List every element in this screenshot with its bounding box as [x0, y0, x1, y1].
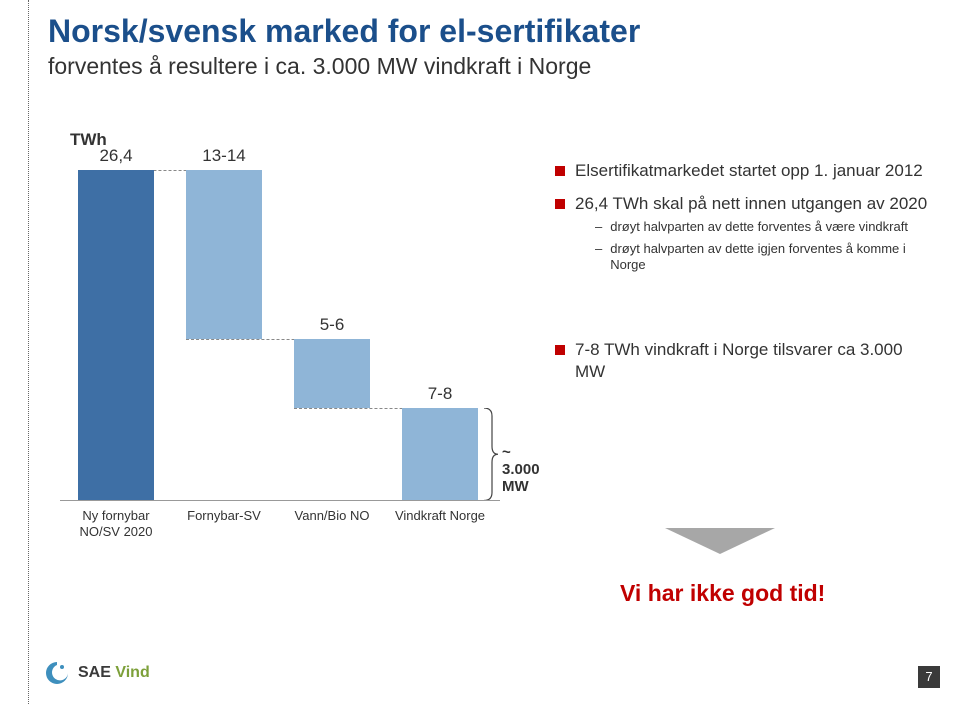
sub-bullet-item: – drøyt halvparten av dette igjen forven… [595, 241, 935, 274]
dash-icon: – [595, 241, 602, 274]
chart-bar: 13-14 [186, 170, 262, 339]
page-number: 7 [918, 666, 940, 688]
sub-bullet-list: – drøyt halvparten av dette forventes å … [595, 219, 935, 274]
chart-category-label: Vann/Bio NO [277, 508, 387, 524]
bullet-icon [555, 166, 565, 176]
bullet-item: 26,4 TWh skal på nett innen utgangen av … [555, 193, 935, 279]
brand-name: SAE Vind [78, 664, 150, 682]
chart-category-label: Ny fornybarNO/SV 2020 [61, 508, 171, 539]
sub-bullet-text: drøyt halvparten av dette forventes å væ… [610, 219, 908, 235]
brand-part2: Vind [115, 664, 149, 681]
waterfall-chart: TWh 26,413-145-67-8Ny fornybarNO/SV 2020… [60, 130, 520, 560]
sub-bullet-item: – drøyt halvparten av dette forventes å … [595, 219, 935, 235]
bracket-label: ~ 3.000 MW [502, 444, 540, 495]
chart-category-label: Fornybar-SV [169, 508, 279, 524]
arrow-down-icon [665, 528, 775, 569]
bracket-annotation [482, 408, 500, 501]
brand-logo-icon [44, 660, 70, 686]
footer-brand: SAE Vind [44, 660, 150, 686]
chart-bar-fill [294, 339, 370, 408]
chart-baseline [60, 500, 500, 501]
page-title: Norsk/svensk marked for el-sertifikater … [48, 14, 640, 80]
closing-statement: Vi har ikke god tid! [620, 580, 825, 607]
chart-bar: 7-8 [402, 408, 478, 501]
bullet-icon [555, 345, 565, 355]
left-dotted-rule [28, 0, 29, 704]
brand-part1: SAE [78, 664, 115, 681]
title-line1: Norsk/svensk marked for el-sertifikater [48, 14, 640, 49]
dash-icon: – [595, 219, 602, 235]
chart-bar-label: 5-6 [294, 315, 370, 335]
bullet-icon [555, 199, 565, 209]
bullet-item: Elsertifikatmarkedet startet opp 1. janu… [555, 160, 935, 181]
bullet-item: 7-8 TWh vindkraft i Norge tilsvarer ca 3… [555, 339, 935, 382]
chart-bar-label: 7-8 [402, 384, 478, 404]
chart-bar: 26,4 [78, 170, 154, 500]
right-bullet-list: Elsertifikatmarkedet startet opp 1. janu… [555, 160, 935, 394]
chart-bar-fill [78, 170, 154, 500]
bullet-text-main: 26,4 TWh skal på nett innen utgangen av … [575, 194, 927, 213]
title-line2: forventes å resultere i ca. 3.000 MW vin… [48, 53, 640, 80]
bullet-text: 7-8 TWh vindkraft i Norge tilsvarer ca 3… [575, 339, 935, 382]
chart-bar: 5-6 [294, 339, 370, 408]
chart-bar-fill [402, 408, 478, 501]
chart-bar-fill [186, 170, 262, 339]
chart-category-label: Vindkraft Norge [385, 508, 495, 524]
chart-bar-label: 26,4 [78, 146, 154, 166]
sub-bullet-text: drøyt halvparten av dette igjen forvente… [610, 241, 935, 274]
bullet-text: 26,4 TWh skal på nett innen utgangen av … [575, 193, 935, 279]
bullet-text: Elsertifikatmarkedet startet opp 1. janu… [575, 160, 935, 181]
chart-bar-label: 13-14 [186, 146, 262, 166]
